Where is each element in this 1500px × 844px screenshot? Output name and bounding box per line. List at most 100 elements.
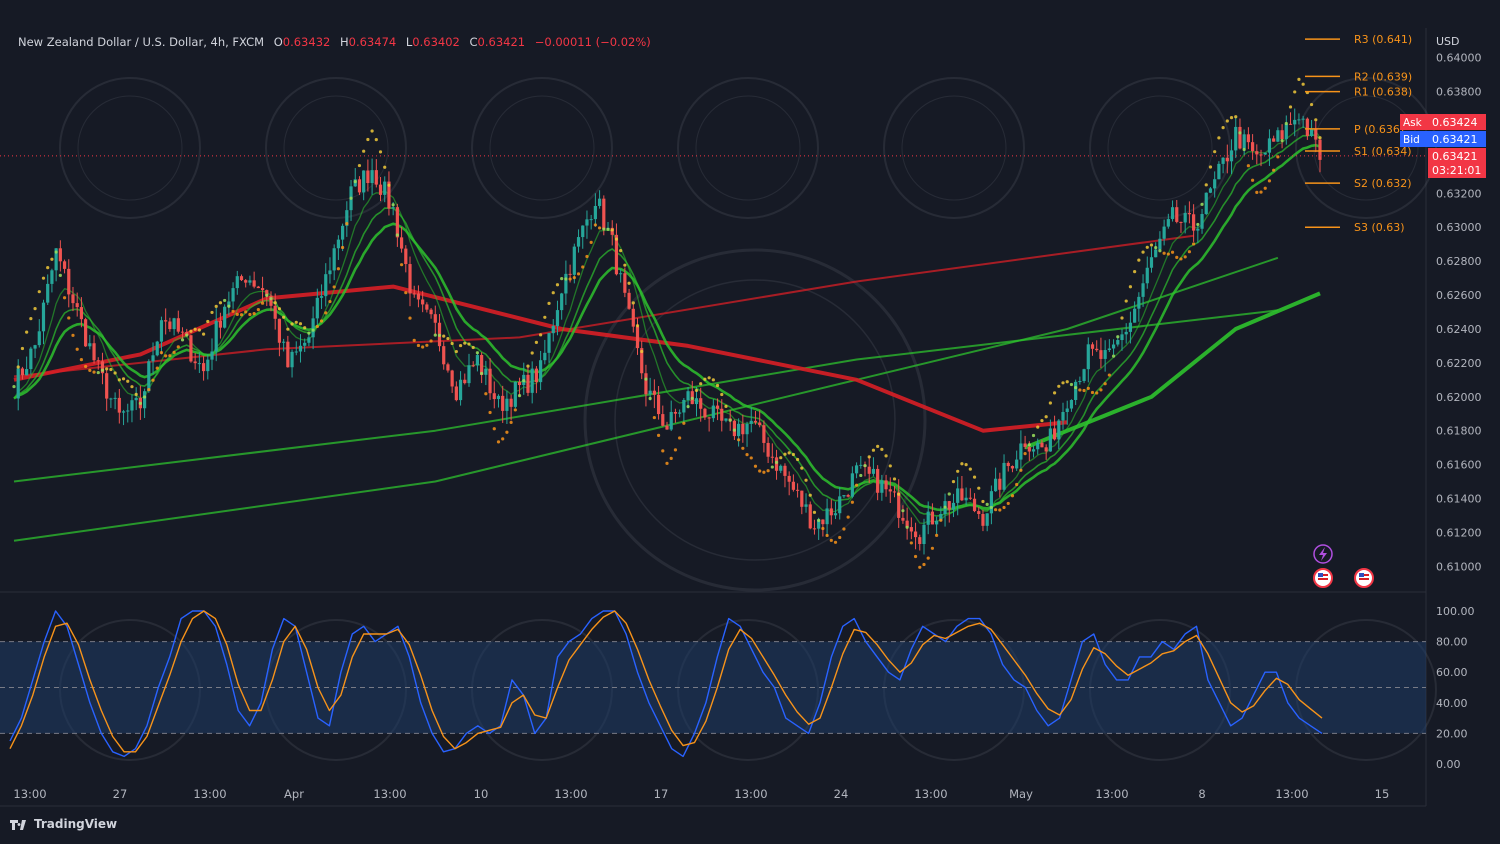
candle-body — [328, 270, 332, 275]
oscillator-tick: 0.00 — [1436, 758, 1461, 771]
wave-dot — [589, 240, 593, 244]
wave-dot — [46, 266, 50, 270]
wave-dot — [787, 451, 791, 455]
candle-body — [787, 475, 791, 482]
candle-body — [16, 368, 20, 399]
wave-dot — [362, 149, 366, 153]
wave-dot — [724, 404, 728, 408]
candle-body — [62, 261, 67, 269]
candle-body — [248, 280, 252, 283]
wave-dot — [635, 324, 640, 328]
wave-dot — [741, 446, 745, 450]
wave-dot — [631, 301, 635, 305]
candle-body — [79, 307, 84, 320]
candle-body — [463, 379, 467, 384]
wave-dot — [454, 349, 458, 354]
candle-body — [968, 497, 972, 499]
candle-body — [1078, 381, 1082, 383]
wave-dot — [79, 358, 84, 362]
candle-body — [298, 345, 303, 352]
candle-body — [589, 219, 593, 221]
wave-dot — [1238, 131, 1242, 135]
price-tick: 0.62200 — [1436, 357, 1482, 370]
candle-body — [631, 308, 635, 327]
wave-dot — [126, 379, 130, 383]
candle-body — [905, 520, 909, 528]
wave-dot — [985, 502, 989, 506]
candle-body — [67, 268, 71, 295]
candle-body — [1137, 296, 1141, 309]
wave-dot — [1061, 381, 1065, 385]
wave-dot — [926, 556, 930, 560]
candle-body — [404, 248, 408, 265]
pivot-label: S3 (0.63) — [1354, 221, 1405, 234]
close-value: 0.63421 — [477, 35, 526, 49]
candle-body — [1192, 214, 1196, 231]
candle-body — [84, 319, 88, 347]
candle-body — [324, 274, 328, 297]
candle-body — [741, 423, 745, 435]
open-label: O — [273, 35, 283, 49]
wave-dot — [1187, 250, 1191, 254]
candle-body — [1187, 213, 1191, 215]
candle-body — [547, 333, 551, 353]
brand-label: TradingView — [34, 817, 118, 831]
wave-dot — [833, 540, 838, 544]
wave-dot — [143, 395, 147, 399]
wave-dot — [1031, 433, 1036, 438]
candle-body — [130, 400, 134, 411]
candle-body — [800, 490, 804, 507]
wave-dot — [244, 310, 248, 314]
high-value: 0.63474 — [348, 35, 397, 49]
wave-dot — [694, 388, 699, 393]
wave-dot — [1204, 183, 1208, 187]
candle-body — [1002, 462, 1006, 490]
wave-dot — [977, 486, 981, 490]
candle-body — [260, 288, 265, 291]
watermark-circle — [1107, 95, 1213, 201]
wave-dot — [1276, 155, 1280, 159]
candle-body — [1267, 138, 1272, 153]
candle-body — [1010, 466, 1015, 469]
wave-dot — [269, 297, 273, 301]
candle-body — [1259, 154, 1263, 156]
wave-dot — [1154, 246, 1158, 250]
wave-dot — [796, 457, 800, 462]
candle-body — [694, 398, 699, 405]
wave-dot — [918, 565, 922, 569]
candle-body — [770, 456, 774, 458]
wave-dot — [707, 376, 711, 380]
wave-dot — [737, 438, 741, 442]
wave-dot — [850, 500, 854, 504]
wave-dot — [783, 452, 787, 456]
wave-dot — [1280, 138, 1284, 143]
tradingview-brand[interactable]: TradingView — [10, 817, 117, 831]
wave-dot — [720, 392, 724, 397]
low-label: L — [405, 35, 413, 49]
wave-dot — [943, 505, 947, 509]
watermark-circle — [471, 77, 613, 219]
ema-ribbon-line — [13, 143, 1321, 512]
candle-body — [180, 331, 185, 333]
wave-dot — [821, 526, 825, 531]
wave-dot — [88, 368, 92, 373]
candle-body — [509, 398, 513, 407]
ask-price-bg — [1428, 114, 1486, 130]
candle-body — [930, 511, 935, 525]
wave-dot — [1141, 250, 1145, 254]
candle-body — [227, 301, 231, 307]
wave-dot — [235, 312, 239, 316]
wave-dot — [1069, 382, 1074, 387]
wave-dot — [62, 296, 67, 300]
symbol-title: New Zealand Dollar / U.S. Dollar, 4h, FX… — [18, 35, 265, 49]
candle-body — [37, 331, 41, 346]
candle-body — [505, 398, 509, 411]
wave-dot — [345, 222, 349, 226]
wave-dot — [564, 277, 568, 281]
candle-body — [1120, 334, 1124, 341]
watermark-circle — [695, 95, 801, 201]
candle-body — [1242, 134, 1246, 149]
candle-body — [707, 417, 711, 419]
wave-dot — [711, 378, 715, 382]
